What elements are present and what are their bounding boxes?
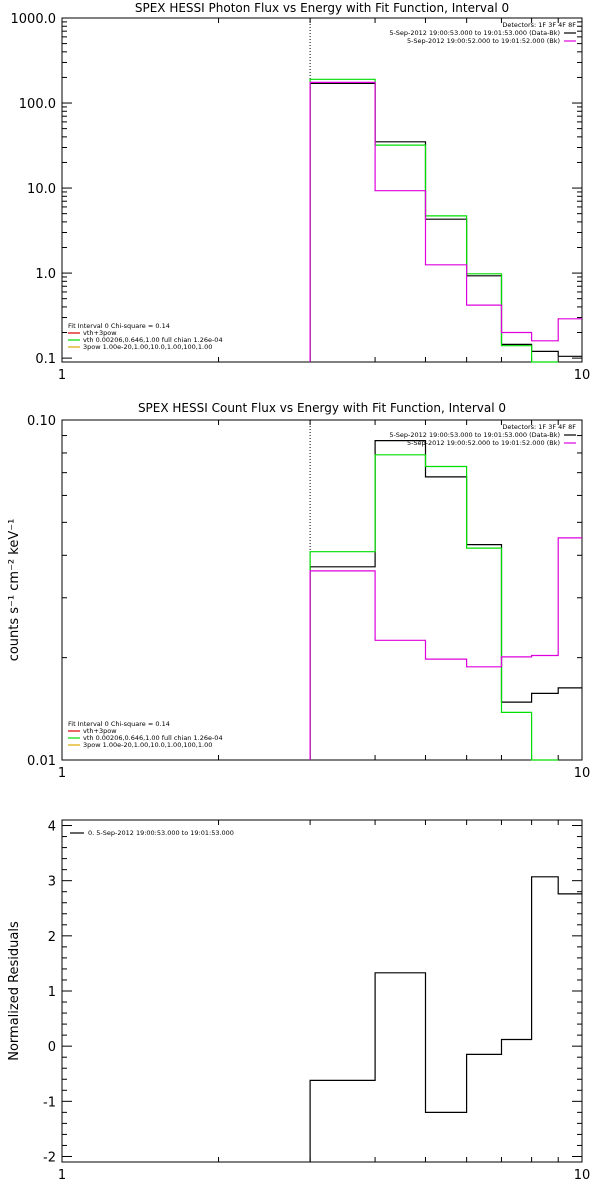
series-line-1	[309, 876, 582, 1162]
series-line-3	[309, 81, 582, 362]
x-tick-label: 10	[574, 1168, 591, 1183]
fit-legend-entry: vth 0.00206,0.646,1.00 full chian 1.26e-…	[83, 336, 223, 344]
y-tick-label: 1000.0	[11, 12, 57, 27]
legend-entry: 5-Sep-2012 19:00:53.000 to 19:01:53.000 …	[389, 431, 560, 439]
fit-legend-entry: vth 0.00206,0.646,1.00 full chian 1.26e-…	[83, 734, 223, 742]
legend-entry: 5-Sep-2012 19:00:52.000 to 19:01:52.000 …	[407, 37, 560, 45]
x-tick-label: 1	[58, 766, 66, 781]
x-tick-label: 10	[574, 766, 591, 781]
y-tick-label: 0.10	[27, 414, 56, 429]
series-line-2	[309, 454, 559, 761]
fit-legend-heading: Fit Interval 0 Chi-square = 0.14	[68, 322, 170, 330]
plot-frame	[61, 17, 583, 363]
y-tick-label: 4	[48, 820, 56, 835]
chart-title: SPEX HESSI Count Flux vs Energy with Fit…	[138, 401, 506, 415]
y-tick-label: 1.0	[35, 267, 56, 282]
x-tick-label: 1	[58, 368, 66, 383]
y-tick-label: 0.1	[35, 352, 56, 367]
legend-entry: 5-Sep-2012 19:00:53.000 to 19:01:53.000 …	[389, 29, 560, 37]
fit-legend-entry: 3pow 1.00e-20,1.00,10.0,1.00,100,1.00	[83, 741, 212, 749]
y-tick-label: 10.0	[27, 182, 56, 197]
legend-entry: 5-Sep-2012 19:00:52.000 to 19:01:52.000 …	[407, 439, 560, 447]
y-tick-label: 1	[48, 985, 56, 1000]
fit-legend-heading: Fit Interval 0 Chi-square = 0.14	[68, 720, 170, 728]
chart-title: SPEX HESSI Photon Flux vs Energy with Fi…	[135, 1, 509, 15]
chart-panel-2: SPEX HESSI Count Flux vs Energy with Fit…	[7, 401, 590, 781]
y-tick-label: 3	[48, 875, 56, 890]
x-tick-label: 10	[574, 368, 591, 383]
y-tick-label: -1	[43, 1095, 56, 1110]
y-tick-label: 0	[48, 1040, 56, 1055]
legend-entry: 0. 5-Sep-2012 19:00:53.000 to 19:01:53.0…	[88, 829, 234, 837]
series-line-2	[309, 78, 559, 363]
y-tick-label: 0.01	[27, 754, 56, 769]
y-tick-label: 100.0	[19, 97, 56, 112]
series-line-1	[309, 440, 582, 760]
series-line-1	[309, 82, 582, 362]
legend-heading: Detectors: 1F 3F 4F 8F	[502, 21, 576, 29]
y-axis-label: Normalized Residuals	[7, 921, 22, 1061]
chart-panel-3: Normalized Residuals 1 10 -2 -1 0 1 2 3 4 0. 5-Sep…	[7, 819, 591, 1183]
plot-frame	[61, 419, 583, 761]
fit-legend-entry: vth+3pow	[83, 329, 117, 337]
chart-panel-1: SPEX HESSI Photon Flux vs Energy with Fi…	[11, 1, 591, 383]
fit-legend-entry: vth+3pow	[83, 727, 117, 735]
fit-legend-entry: 3pow 1.00e-20,1.00,10.0,1.00,100,1.00	[83, 343, 212, 351]
legend-heading: Detectors: 1F 3F 4F 8F	[502, 423, 576, 431]
y-axis-label: counts s⁻¹ cm⁻² keV⁻¹	[7, 519, 22, 662]
x-tick-label: 1	[58, 1168, 66, 1183]
y-tick-label: 2	[48, 930, 56, 945]
y-tick-label: -2	[43, 1150, 56, 1165]
plot-frame	[61, 819, 583, 1163]
series-line-3	[309, 537, 582, 760]
